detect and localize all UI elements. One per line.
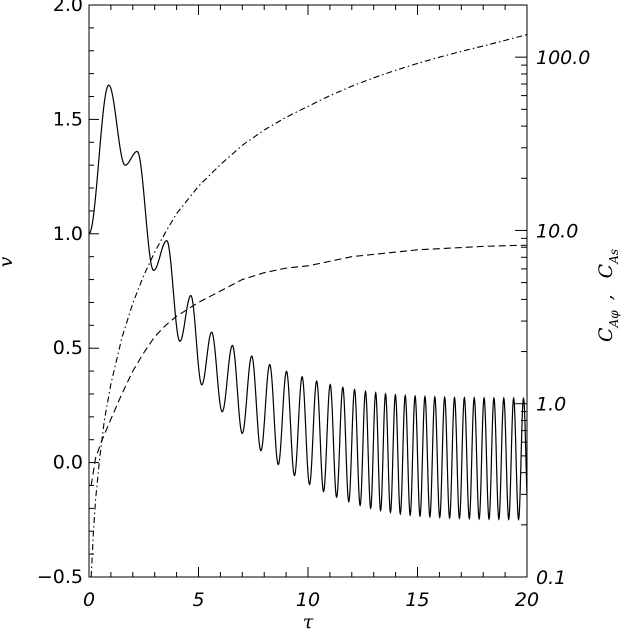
y-left-tick-label: −0.5 — [37, 566, 83, 588]
y-right-tick-label: 10.0 — [536, 220, 578, 242]
x-tick-label: 0 — [83, 589, 95, 611]
y-right-tick-label: 1.0 — [536, 394, 566, 416]
y-left-tick-label: 1.0 — [53, 223, 83, 245]
right-label-sub1: Aφ — [607, 310, 621, 329]
ticks: 0 5 10 15 20 −0.5 0.0 0.5 1.0 1.5 2.0 0.1 1.0 10.0 100… — [37, 0, 591, 611]
x-tick-label: 15 — [405, 589, 429, 611]
x-tick-label: 5 — [192, 589, 204, 611]
x-tick-label: 10 — [296, 589, 320, 611]
y-left-tick-label: 0.5 — [53, 337, 83, 359]
right-label-sub2: As — [607, 249, 621, 265]
right-label-c1: C — [595, 327, 617, 342]
series-dashdot-line — [90, 34, 527, 577]
x-tick-label: 20 — [515, 589, 539, 611]
series-layer — [89, 34, 527, 577]
y-right-tick-label: 100.0 — [536, 47, 590, 69]
x-axis-label: τ — [303, 611, 314, 633]
series-dashed-line — [90, 244, 527, 486]
series-solid-line — [89, 84, 527, 522]
y-left-tick-label: 0.0 — [53, 452, 83, 474]
right-label-sep: , — [595, 294, 617, 300]
y-left-tick-label: 1.5 — [53, 108, 83, 130]
y-axis-label-right: CAφ,CAs — [595, 249, 621, 342]
y-axis-label-left: v — [0, 256, 17, 267]
right-label-c2: C — [595, 263, 617, 278]
svg-text:CAφ,CAs: CAφ,CAs — [595, 249, 621, 342]
y-right-tick-label: 0.1 — [536, 567, 566, 589]
y-left-tick-label: 2.0 — [53, 0, 83, 16]
